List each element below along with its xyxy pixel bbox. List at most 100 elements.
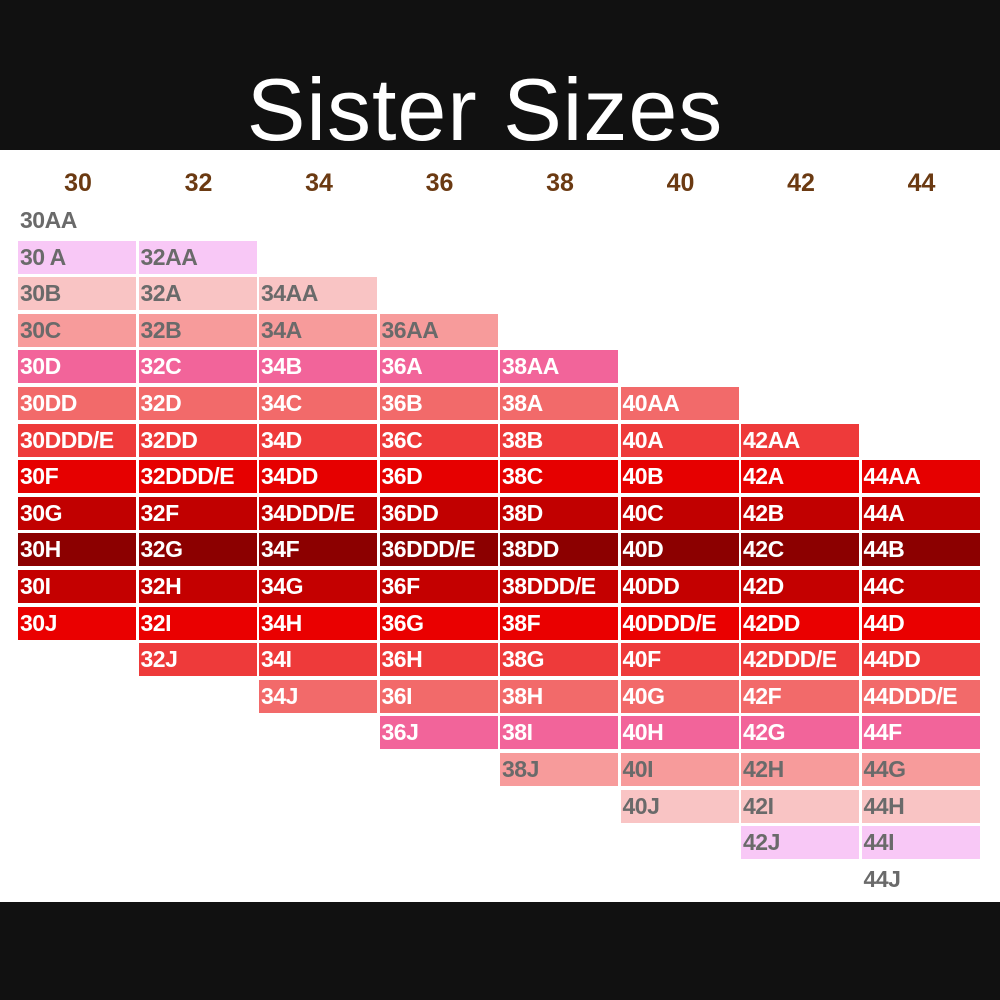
size-cell-34d: 34D — [259, 423, 377, 457]
size-cell-36b: 36B — [379, 387, 498, 420]
size-cell-32i: 32I — [138, 606, 257, 640]
size-cell-40h: 40H — [620, 716, 739, 750]
size-cell-40ddde: 40DDD/E — [620, 606, 739, 640]
band-header-30: 30 — [64, 169, 92, 197]
size-cell-44j: 44J — [863, 865, 901, 892]
page-title: Sister Sizes — [246, 60, 724, 159]
size-cell-32c: 32C — [138, 350, 257, 384]
size-cell-44i: 44I — [861, 826, 980, 860]
size-cell-32d: 32D — [138, 387, 257, 420]
size-cell-42c: 42C — [741, 533, 859, 567]
size-cell-30j: 30J — [18, 606, 136, 640]
size-cell-32g: 32G — [138, 533, 257, 567]
size-cell-36ddde: 36DDD/E — [379, 533, 498, 567]
size-cell-34g: 34G — [259, 570, 377, 603]
size-cell-44b: 44B — [861, 533, 980, 567]
size-cell-30i: 30I — [18, 570, 136, 603]
size-cell-42a: 42A — [741, 460, 859, 494]
band-header-34: 34 — [305, 169, 333, 197]
size-cell-42ddde: 42DDD/E — [741, 643, 859, 677]
size-cell-34c: 34C — [259, 387, 377, 420]
band-header-40: 40 — [666, 169, 695, 197]
size-cell-44aa: 44AA — [861, 460, 980, 494]
size-cell-34a: 34A — [259, 313, 377, 347]
size-cell-40b: 40B — [620, 460, 739, 494]
size-cell-30d: 30D — [18, 350, 136, 384]
size-cell-36j: 36J — [379, 716, 498, 750]
size-cell-42f: 42F — [741, 679, 859, 713]
size-cell-44g: 44G — [861, 753, 980, 786]
size-cell-36g: 36G — [379, 606, 498, 640]
size-cell-30f: 30F — [18, 460, 136, 494]
size-cell-44dd: 44DD — [861, 643, 980, 677]
size-cell-36a: 36A — [379, 350, 498, 384]
size-cell-42g: 42G — [741, 716, 859, 750]
size-cell-44h: 44H — [861, 789, 980, 823]
size-cell-42b: 42B — [741, 496, 859, 530]
size-cell-38dd: 38DD — [500, 533, 618, 567]
size-cell-40d: 40D — [620, 533, 739, 567]
size-cell-38aa: 38AA — [500, 350, 618, 384]
size-cell-38a: 38A — [500, 387, 618, 420]
size-cell-36aa: 36AA — [379, 313, 498, 347]
size-cell-34f: 34F — [259, 533, 377, 567]
size-cell-34aa: 34AA — [259, 277, 377, 311]
size-cell-32j: 32J — [138, 643, 257, 677]
size-cell-38i: 38I — [500, 716, 618, 750]
size-cell-42h: 42H — [741, 753, 859, 786]
size-cell-38b: 38B — [500, 423, 618, 457]
size-cell-40dd: 40DD — [620, 570, 739, 603]
size-cell-32f: 32F — [138, 496, 257, 530]
size-cell-34dd: 34DD — [259, 460, 377, 494]
size-cell-30c: 30C — [18, 313, 136, 347]
size-cell-40c: 40C — [620, 496, 739, 530]
size-cell-40aa: 40AA — [620, 387, 739, 420]
band-header-36: 36 — [425, 169, 454, 197]
size-cell-30aa: 30AA — [20, 207, 77, 233]
size-cell-32ddde: 32DDD/E — [138, 460, 257, 494]
size-cell-30dd: 30DD — [18, 387, 136, 420]
size-cell-44f: 44F — [861, 716, 980, 750]
size-cell-42dd: 42DD — [741, 606, 859, 640]
size-cell-38ddde: 38DDD/E — [500, 570, 618, 603]
size-cell-32h: 32H — [138, 570, 257, 603]
size-cell-42j: 42J — [741, 826, 859, 860]
size-cell-40i: 40I — [620, 753, 739, 786]
size-cell-40a: 40A — [620, 423, 739, 457]
size-cell-42i: 42I — [741, 789, 859, 823]
size-cell-34j: 34J — [259, 679, 377, 713]
size-cell-44ddde: 44DDD/E — [861, 679, 980, 713]
size-cell-36f: 36F — [379, 570, 498, 603]
band-header-38: 38 — [546, 169, 574, 197]
size-cell-40g: 40G — [620, 679, 739, 713]
size-cell-44c: 44C — [861, 570, 980, 603]
band-header-44: 44 — [907, 169, 936, 197]
size-cell-40j: 40J — [620, 789, 739, 823]
size-cell-38f: 38F — [500, 606, 618, 640]
size-cell-40f: 40F — [620, 643, 739, 677]
size-cell-30h: 30H — [18, 533, 136, 567]
size-cell-36dd: 36DD — [379, 496, 498, 530]
size-cell-30a: 30 A — [18, 240, 136, 274]
size-cell-32b: 32B — [138, 313, 257, 347]
size-cell-36d: 36D — [379, 460, 498, 494]
size-cell-34ddde: 34DDD/E — [259, 496, 377, 530]
size-cell-44a: 44A — [861, 496, 980, 530]
size-cell-34b: 34B — [259, 350, 377, 384]
size-cell-38g: 38G — [500, 643, 618, 677]
size-cell-42aa: 42AA — [741, 423, 859, 457]
size-cell-42d: 42D — [741, 570, 859, 603]
size-cell-30g: 30G — [18, 496, 136, 530]
size-cell-32a: 32A — [138, 277, 257, 311]
size-cell-44d: 44D — [861, 606, 980, 640]
band-header-42: 42 — [787, 169, 815, 197]
size-cell-38j: 38J — [500, 753, 618, 786]
size-cell-36i: 36I — [379, 679, 498, 713]
size-cell-32dd: 32DD — [138, 423, 257, 457]
size-cell-38c: 38C — [500, 460, 618, 494]
band-header-32: 32 — [184, 169, 213, 197]
size-cell-38d: 38D — [500, 496, 618, 530]
size-cell-36c: 36C — [379, 423, 498, 457]
size-cell-30ddde: 30DDD/E — [18, 423, 136, 457]
size-cell-38h: 38H — [500, 679, 618, 713]
